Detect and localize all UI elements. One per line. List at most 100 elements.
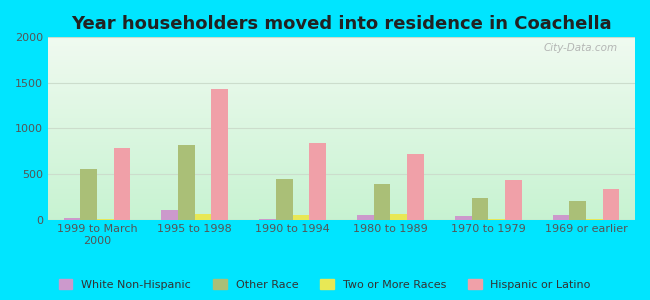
- Bar: [48, 91, 635, 92]
- Bar: [48, 107, 635, 108]
- Bar: [48, 85, 635, 86]
- Bar: [48, 88, 635, 89]
- Bar: [48, 185, 635, 186]
- Bar: [48, 202, 635, 203]
- Bar: [48, 183, 635, 184]
- Bar: [48, 187, 635, 188]
- Bar: [48, 161, 635, 162]
- Bar: [48, 102, 635, 103]
- Bar: [48, 77, 635, 78]
- Bar: [48, 207, 635, 208]
- Bar: [48, 192, 635, 193]
- Bar: [48, 60, 635, 61]
- Bar: [276, 178, 292, 220]
- Bar: [48, 186, 635, 187]
- Bar: [48, 196, 635, 197]
- Bar: [195, 214, 211, 220]
- Bar: [48, 123, 635, 124]
- Bar: [178, 145, 195, 220]
- Bar: [48, 79, 635, 80]
- Bar: [48, 210, 635, 211]
- Bar: [48, 151, 635, 152]
- Bar: [48, 134, 635, 135]
- Bar: [48, 218, 635, 219]
- Bar: [48, 74, 635, 75]
- Bar: [603, 189, 619, 220]
- Bar: [48, 140, 635, 141]
- Bar: [48, 38, 635, 39]
- Bar: [48, 48, 635, 49]
- Bar: [552, 215, 569, 220]
- Bar: [48, 75, 635, 76]
- Bar: [48, 94, 635, 95]
- Bar: [48, 204, 635, 205]
- Legend: White Non-Hispanic, Other Race, Two or More Races, Hispanic or Latino: White Non-Hispanic, Other Race, Two or M…: [55, 275, 595, 294]
- Bar: [48, 121, 635, 122]
- Bar: [48, 198, 635, 199]
- Bar: [48, 73, 635, 74]
- Bar: [569, 201, 586, 220]
- Bar: [48, 39, 635, 40]
- Bar: [48, 43, 635, 44]
- Bar: [48, 150, 635, 151]
- Bar: [48, 100, 635, 101]
- Bar: [48, 142, 635, 143]
- Bar: [48, 159, 635, 160]
- Bar: [48, 217, 635, 218]
- Bar: [48, 136, 635, 137]
- Bar: [48, 63, 635, 64]
- Bar: [48, 53, 635, 54]
- Bar: [48, 42, 635, 43]
- Bar: [48, 133, 635, 134]
- Bar: [48, 116, 635, 117]
- Bar: [48, 54, 635, 55]
- Bar: [48, 87, 635, 88]
- Bar: [48, 68, 635, 69]
- Bar: [48, 129, 635, 130]
- Bar: [48, 115, 635, 116]
- Bar: [48, 173, 635, 174]
- Bar: [48, 156, 635, 157]
- Bar: [48, 171, 635, 172]
- Bar: [48, 64, 635, 65]
- Bar: [48, 112, 635, 113]
- Bar: [48, 177, 635, 178]
- Bar: [80, 169, 97, 220]
- Bar: [48, 195, 635, 196]
- Bar: [48, 37, 635, 38]
- Bar: [48, 110, 635, 111]
- Bar: [48, 57, 635, 58]
- Bar: [259, 219, 276, 220]
- Bar: [48, 168, 635, 169]
- Bar: [48, 61, 635, 62]
- Bar: [48, 81, 635, 82]
- Bar: [48, 67, 635, 68]
- Bar: [48, 109, 635, 110]
- Bar: [48, 141, 635, 142]
- Bar: [48, 188, 635, 189]
- Bar: [48, 126, 635, 127]
- Bar: [48, 203, 635, 204]
- Bar: [48, 122, 635, 123]
- Bar: [48, 155, 635, 156]
- Bar: [48, 149, 635, 150]
- Bar: [48, 83, 635, 84]
- Bar: [48, 132, 635, 133]
- Bar: [48, 213, 635, 214]
- Bar: [48, 176, 635, 177]
- Bar: [48, 165, 635, 166]
- Bar: [48, 157, 635, 158]
- Bar: [48, 78, 635, 79]
- Bar: [505, 180, 521, 220]
- Bar: [48, 212, 635, 213]
- Bar: [48, 69, 635, 70]
- Bar: [48, 193, 635, 194]
- Bar: [48, 103, 635, 104]
- Bar: [374, 184, 391, 220]
- Bar: [48, 191, 635, 192]
- Bar: [48, 181, 635, 182]
- Bar: [48, 46, 635, 47]
- Bar: [48, 169, 635, 170]
- Bar: [48, 209, 635, 210]
- Text: City-Data.com: City-Data.com: [543, 43, 618, 53]
